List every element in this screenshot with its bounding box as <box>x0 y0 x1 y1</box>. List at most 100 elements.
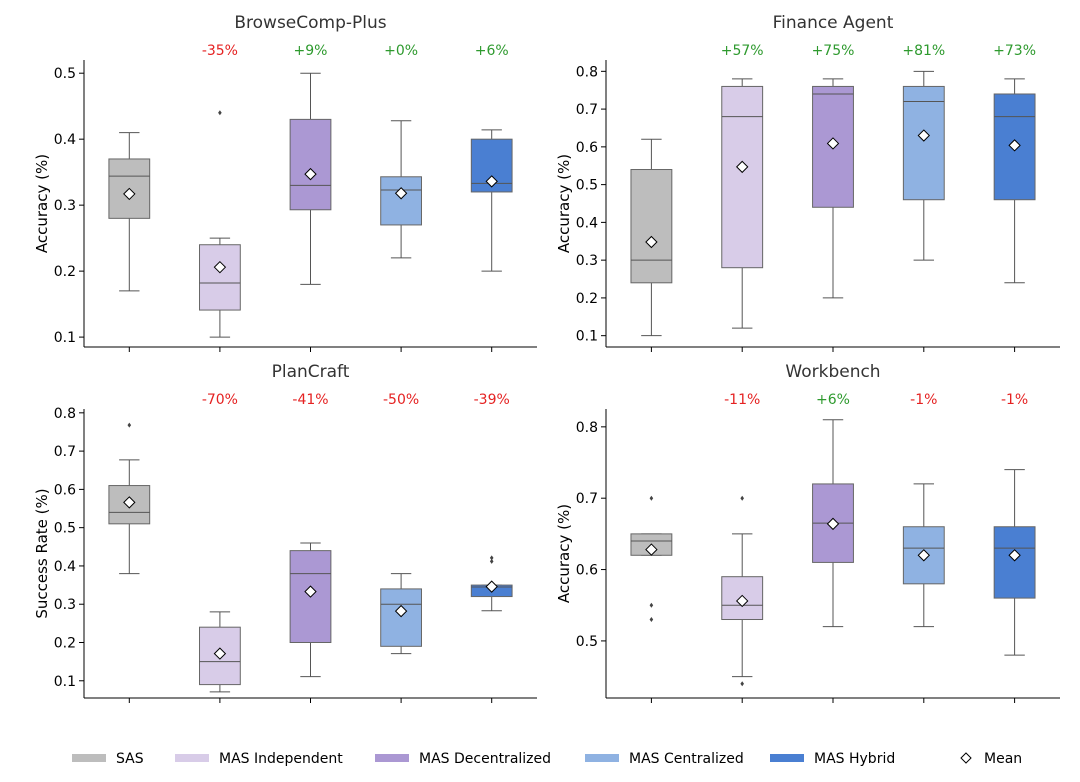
box-mas-hybrid <box>470 129 513 272</box>
legend-swatch <box>585 754 619 762</box>
mean-marker <box>645 235 658 249</box>
y-axis-label: Accuracy (%) <box>555 504 573 603</box>
mean-marker <box>1008 549 1021 562</box>
mean-marker <box>826 137 840 150</box>
mean-marker <box>1008 139 1021 152</box>
mean-marker <box>394 604 408 618</box>
panel-title: Finance Agent <box>773 13 894 33</box>
y-tick-label: 0.7 <box>576 491 598 507</box>
outlier-point <box>649 602 654 608</box>
legend-item-mas-centralized: MAS Centralized <box>585 751 744 767</box>
y-tick-label: 0.5 <box>54 521 76 537</box>
mean-marker <box>304 585 317 598</box>
legend-swatch <box>175 754 209 762</box>
mean-marker <box>213 260 227 274</box>
mean-marker <box>123 187 136 201</box>
box-mas-centralized <box>380 120 422 259</box>
box-body <box>630 169 673 284</box>
box-sas <box>630 495 673 623</box>
legend-label: MAS Hybrid <box>814 751 895 767</box>
mean-marker <box>304 167 317 181</box>
outlier-point <box>740 495 744 501</box>
y-tick-label: 0.1 <box>54 330 76 346</box>
change-annotation: +6% <box>816 392 850 408</box>
y-tick-label: 0.2 <box>54 635 76 651</box>
mean-marker <box>917 549 931 562</box>
legend-item-mas-hybrid: MAS Hybrid <box>770 751 895 767</box>
y-tick-label: 0.4 <box>576 215 598 231</box>
legend-item-sas: SAS <box>72 751 144 767</box>
box-body <box>289 118 332 211</box>
outlier-point <box>740 681 744 687</box>
y-tick-label: 0.6 <box>576 563 598 579</box>
legend: SAS MAS Independent MAS Decentralized MAS C… <box>72 751 1022 767</box>
change-annotation: -1% <box>910 392 937 408</box>
y-tick-label: 0.3 <box>54 597 76 613</box>
mean-marker <box>735 160 749 174</box>
legend-swatch <box>72 754 106 762</box>
box-body <box>721 85 764 269</box>
change-annotation: -70% <box>202 392 238 408</box>
y-axis-label: Accuracy (%) <box>555 154 573 253</box>
box-mas-independent <box>721 78 764 329</box>
y-tick-label: 0.8 <box>54 406 76 422</box>
y-tick-label: 0.2 <box>576 291 598 307</box>
panel-1: BrowseComp-Plus Accuracy (%) 0.1 0.2 0.3 0.4 0… <box>33 13 537 352</box>
box-mas-independent <box>199 110 241 338</box>
panel-title: Workbench <box>785 362 880 382</box>
box-mas-decentralized <box>289 72 332 285</box>
y-tick-label: 0.5 <box>576 634 598 650</box>
box-mas-hybrid <box>470 555 513 612</box>
outlier-point <box>127 422 132 428</box>
panel-title: BrowseComp-Plus <box>234 13 386 33</box>
y-tick-label: 0.3 <box>576 253 598 269</box>
box-mas-independent <box>199 611 241 693</box>
box-mas-hybrid <box>993 469 1036 656</box>
box-mas-decentralized <box>812 419 854 628</box>
outlier-point <box>218 110 222 116</box>
change-annotation: -1% <box>1001 392 1028 408</box>
change-annotation: -39% <box>474 392 510 408</box>
change-annotation: +73% <box>993 43 1036 59</box>
change-annotation: +0% <box>384 43 418 59</box>
outlier-point <box>649 617 654 623</box>
mean-marker <box>394 187 408 200</box>
y-tick-label: 0.2 <box>54 264 76 280</box>
y-tick-label: 0.3 <box>54 198 76 214</box>
y-tick-label: 0.1 <box>54 674 76 690</box>
change-annotation: +75% <box>812 43 855 59</box>
legend-item-mas-independent: MAS Independent <box>175 751 343 767</box>
y-tick-label: 0.4 <box>54 132 76 148</box>
y-tick-label: 0.6 <box>54 482 76 498</box>
mean-marker <box>213 647 227 660</box>
box-sas <box>108 132 151 292</box>
panel-3: PlanCraft Success Rate (%) 0.1 0.2 0.3 0.4 0.5… <box>33 362 537 703</box>
box-mas-centralized <box>380 573 422 655</box>
legend-item-mas-decentralized: MAS Decentralized <box>375 751 551 767</box>
change-annotation: +57% <box>721 43 764 59</box>
mean-marker <box>735 594 749 608</box>
mean-marker <box>123 496 136 509</box>
box-body <box>380 176 422 226</box>
legend-swatch <box>770 754 804 762</box>
change-annotation: +81% <box>902 43 945 59</box>
change-annotation: +6% <box>475 43 509 59</box>
legend-label: SAS <box>116 751 144 767</box>
mean-marker <box>485 580 498 593</box>
y-tick-label: 0.8 <box>576 64 598 80</box>
y-tick-label: 0.6 <box>576 140 598 156</box>
box-mas-decentralized <box>289 542 332 678</box>
box-body <box>380 588 422 647</box>
change-annotation: +9% <box>294 43 328 59</box>
change-annotation: -50% <box>383 392 419 408</box>
change-annotation: -41% <box>292 392 328 408</box>
mean-marker <box>645 543 658 556</box>
legend-label: MAS Independent <box>219 751 343 767</box>
box-mas-independent <box>721 495 764 687</box>
legend-swatch <box>375 754 409 762</box>
panel-title: PlanCraft <box>272 362 350 382</box>
box-mas-centralized <box>902 483 945 628</box>
panel-4: Workbench Accuracy (%) 0.5 0.6 0.7 0.8 -11% +6%… <box>555 362 1060 703</box>
outlier-point <box>489 558 494 564</box>
mean-marker <box>917 129 931 142</box>
